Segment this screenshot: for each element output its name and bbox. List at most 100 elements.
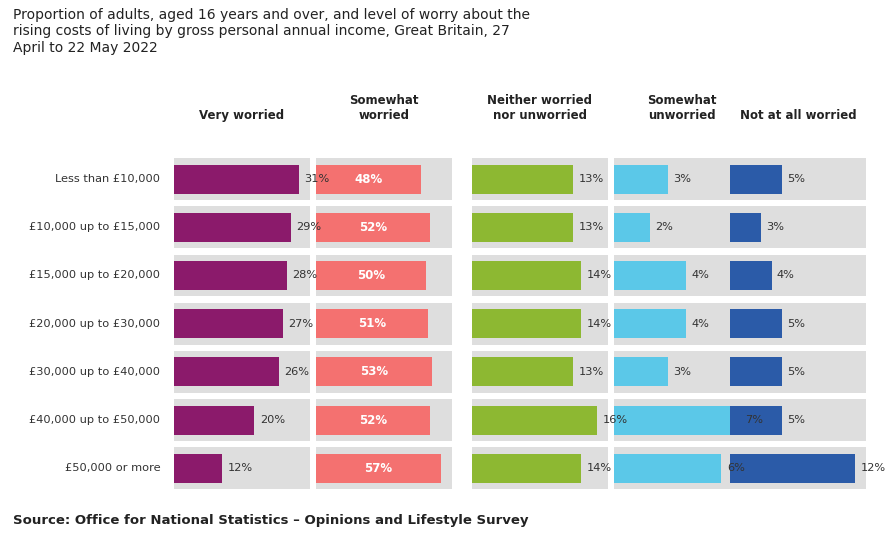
Text: 16%: 16% xyxy=(603,415,627,425)
Text: 12%: 12% xyxy=(227,463,253,473)
Bar xyxy=(472,454,581,483)
Bar xyxy=(316,351,452,393)
Bar xyxy=(316,447,452,489)
Text: 4%: 4% xyxy=(691,319,709,329)
Bar xyxy=(174,213,291,242)
Text: 29%: 29% xyxy=(296,222,321,232)
Bar xyxy=(730,454,855,483)
Bar xyxy=(730,447,866,489)
Text: 7%: 7% xyxy=(745,415,763,425)
Text: 13%: 13% xyxy=(578,367,604,377)
Bar xyxy=(614,406,740,435)
Text: 26%: 26% xyxy=(284,367,309,377)
Text: 52%: 52% xyxy=(359,413,387,426)
Bar xyxy=(174,261,287,290)
Bar xyxy=(730,303,866,344)
Text: Source: Office for National Statistics – Opinions and Lifestyle Survey: Source: Office for National Statistics –… xyxy=(13,514,529,527)
Text: 20%: 20% xyxy=(260,415,285,425)
Text: £20,000 up to £30,000: £20,000 up to £30,000 xyxy=(29,319,160,329)
Text: 31%: 31% xyxy=(304,174,329,184)
Bar xyxy=(472,309,581,338)
Text: 27%: 27% xyxy=(288,319,313,329)
Text: Less than £10,000: Less than £10,000 xyxy=(55,174,160,184)
Text: 3%: 3% xyxy=(673,367,692,377)
Bar xyxy=(614,399,750,441)
Text: 6%: 6% xyxy=(727,463,745,473)
Bar xyxy=(614,309,685,338)
Text: 14%: 14% xyxy=(587,319,611,329)
Bar xyxy=(174,255,310,296)
Bar xyxy=(730,207,866,248)
Text: 4%: 4% xyxy=(691,270,709,281)
Bar xyxy=(174,303,310,344)
Bar xyxy=(730,158,866,200)
Bar xyxy=(316,309,428,338)
Bar xyxy=(472,213,573,242)
Bar xyxy=(614,357,668,386)
Bar xyxy=(316,165,422,194)
Bar xyxy=(614,447,750,489)
Bar xyxy=(614,351,750,393)
Bar xyxy=(174,165,299,194)
Bar xyxy=(174,207,310,248)
Bar xyxy=(614,255,750,296)
Bar xyxy=(174,447,310,489)
Bar xyxy=(614,213,650,242)
Bar xyxy=(316,399,452,441)
Bar xyxy=(472,158,608,200)
Bar xyxy=(472,255,608,296)
Bar xyxy=(174,351,310,393)
Bar xyxy=(472,207,608,248)
Bar xyxy=(614,207,750,248)
Bar xyxy=(730,309,782,338)
Bar xyxy=(316,207,452,248)
Bar xyxy=(472,406,597,435)
Text: 53%: 53% xyxy=(360,366,388,379)
Text: 3%: 3% xyxy=(673,174,692,184)
Bar xyxy=(730,406,782,435)
Text: 5%: 5% xyxy=(788,319,805,329)
Bar xyxy=(316,261,425,290)
Bar xyxy=(472,399,608,441)
Text: Somewhat
unworried: Somewhat unworried xyxy=(647,95,717,122)
Text: 14%: 14% xyxy=(587,270,611,281)
Bar xyxy=(730,357,782,386)
Bar xyxy=(174,454,222,483)
Text: Not at all worried: Not at all worried xyxy=(740,109,856,122)
Text: 28%: 28% xyxy=(292,270,317,281)
Text: 48%: 48% xyxy=(354,172,383,186)
Bar xyxy=(730,351,866,393)
Text: Very worried: Very worried xyxy=(199,109,284,122)
Text: 3%: 3% xyxy=(766,222,784,232)
Bar xyxy=(472,165,573,194)
Bar xyxy=(174,399,310,441)
Text: 51%: 51% xyxy=(358,317,386,330)
Text: 57%: 57% xyxy=(365,462,392,475)
Bar xyxy=(614,454,722,483)
Text: Proportion of adults, aged 16 years and over, and level of worry about the
risin: Proportion of adults, aged 16 years and … xyxy=(13,8,530,54)
Bar xyxy=(614,303,750,344)
Text: 50%: 50% xyxy=(357,269,385,282)
Bar xyxy=(316,158,452,200)
Bar xyxy=(614,165,668,194)
Bar xyxy=(614,261,685,290)
Text: 12%: 12% xyxy=(861,463,886,473)
Text: 4%: 4% xyxy=(777,270,795,281)
Bar xyxy=(730,255,866,296)
Bar xyxy=(316,454,441,483)
Text: 13%: 13% xyxy=(578,222,604,232)
Bar xyxy=(730,261,772,290)
Bar xyxy=(472,357,573,386)
Bar xyxy=(730,165,782,194)
Bar xyxy=(472,303,608,344)
Bar xyxy=(472,351,608,393)
Bar xyxy=(316,213,430,242)
Bar xyxy=(730,213,761,242)
Bar xyxy=(472,261,581,290)
Text: 5%: 5% xyxy=(788,415,805,425)
Text: 14%: 14% xyxy=(587,463,611,473)
Bar xyxy=(316,255,452,296)
Bar xyxy=(316,357,433,386)
Text: 5%: 5% xyxy=(788,174,805,184)
Text: 5%: 5% xyxy=(788,367,805,377)
